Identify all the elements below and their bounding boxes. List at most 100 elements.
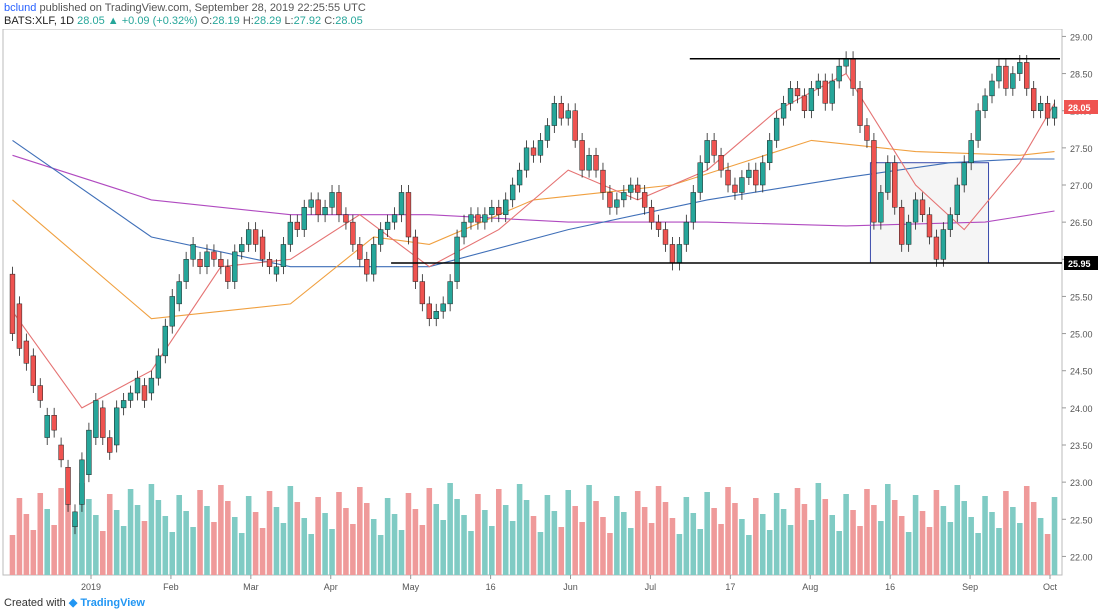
candle-body [308, 199, 314, 208]
volume-bar [1003, 491, 1009, 575]
candle-body [572, 110, 578, 141]
publisher-user[interactable]: bclund [4, 2, 37, 14]
x-tick-label: Sep [962, 582, 978, 592]
volume-bar [940, 506, 947, 575]
tradingview-brand[interactable]: TradingView [80, 597, 145, 609]
candle-body [16, 303, 23, 349]
volume-bar [926, 527, 933, 575]
x-tick-label: 17 [725, 582, 735, 592]
candle-body [412, 236, 419, 282]
volume-bar [51, 525, 57, 575]
candle-body [732, 184, 738, 193]
volume-bar [947, 522, 954, 575]
volume-bar [759, 514, 766, 575]
candle-body [447, 281, 453, 305]
candle-body [523, 147, 530, 171]
y-tick-label: 27.00 [1070, 181, 1093, 191]
volume-bar [489, 526, 495, 575]
candle-body [239, 244, 245, 253]
volume-bar [190, 527, 196, 575]
volume-bar [989, 512, 995, 575]
volume-bar [794, 488, 801, 575]
volume-bar [530, 516, 537, 575]
candle-body [65, 467, 71, 505]
candle-body [9, 273, 16, 334]
volume-bar [329, 529, 335, 575]
volume-bar [829, 515, 836, 575]
candle-body [232, 251, 238, 282]
volume-bar [37, 493, 44, 575]
volume-bar [336, 492, 342, 575]
volume-bar [572, 506, 578, 575]
volume-bar [732, 503, 738, 575]
candle-body [780, 103, 787, 119]
volume-bar [815, 483, 822, 575]
candle-body [482, 214, 488, 223]
candle-body [336, 192, 342, 215]
volume-bar [162, 516, 169, 575]
candle-body [933, 236, 940, 260]
x-tick-label: Jun [563, 582, 578, 592]
volume-bar [266, 491, 273, 575]
volume-bar [648, 523, 655, 575]
volume-bar [912, 495, 919, 575]
candle-body [544, 125, 551, 141]
volume-bar [704, 492, 710, 575]
candle-body [503, 199, 509, 215]
volume-bar [871, 505, 877, 575]
volume-bar [1044, 534, 1051, 575]
candle-body [350, 221, 356, 245]
candle-body [37, 385, 43, 401]
volume-bar [231, 517, 238, 575]
candle-body [1024, 62, 1030, 89]
volume-bar [711, 508, 717, 575]
candle-body [454, 236, 460, 282]
created-with-text: Created with [4, 597, 66, 609]
volume-bar [968, 517, 974, 575]
volume-bar [405, 493, 412, 575]
candle-body [23, 340, 30, 364]
x-tick-label: Mar [243, 582, 259, 592]
candle-body [51, 415, 57, 431]
x-tick-label: Apr [324, 582, 338, 592]
tradingview-logo-icon[interactable]: ◆ [68, 597, 78, 609]
volume-bar [975, 533, 981, 575]
volume-bar [1030, 502, 1037, 575]
y-tick-label: 23.00 [1070, 478, 1093, 488]
candle-body [697, 162, 703, 193]
candle-body [885, 162, 891, 193]
candle-body [565, 110, 571, 119]
candle-body [1003, 65, 1009, 89]
volume-bar [440, 520, 446, 575]
volume-bar [905, 532, 912, 575]
candle-body [86, 429, 92, 475]
volume-bar [683, 497, 690, 575]
candle-body [579, 140, 585, 171]
volume-bar [176, 495, 182, 575]
candle-body [711, 140, 717, 156]
volume-bar [898, 516, 905, 575]
volume-bar [475, 494, 481, 575]
candle-body [905, 221, 912, 245]
close-value: 28.05 [335, 15, 363, 27]
volume-bar [509, 521, 516, 575]
volume-bar [537, 532, 544, 575]
price-chart[interactable]: 29.0028.5028.0027.5027.0026.5026.0025.50… [0, 29, 1100, 595]
candle-body [1037, 103, 1044, 111]
high-value: 28.29 [253, 15, 282, 27]
volume-bar [641, 507, 648, 575]
candle-body [718, 155, 724, 171]
volume-bar [808, 520, 815, 575]
candle-body [537, 140, 544, 156]
close-label: C: [324, 15, 336, 27]
candle-body [787, 88, 794, 104]
candle-body [683, 221, 690, 245]
candle-body [753, 169, 759, 186]
volume-bar [155, 500, 162, 575]
candle-body [398, 192, 405, 215]
candle-body [641, 192, 648, 208]
volume-bar [1010, 507, 1016, 575]
volume-bar [669, 518, 676, 575]
candle-body [746, 169, 752, 178]
candle-body [266, 259, 273, 267]
